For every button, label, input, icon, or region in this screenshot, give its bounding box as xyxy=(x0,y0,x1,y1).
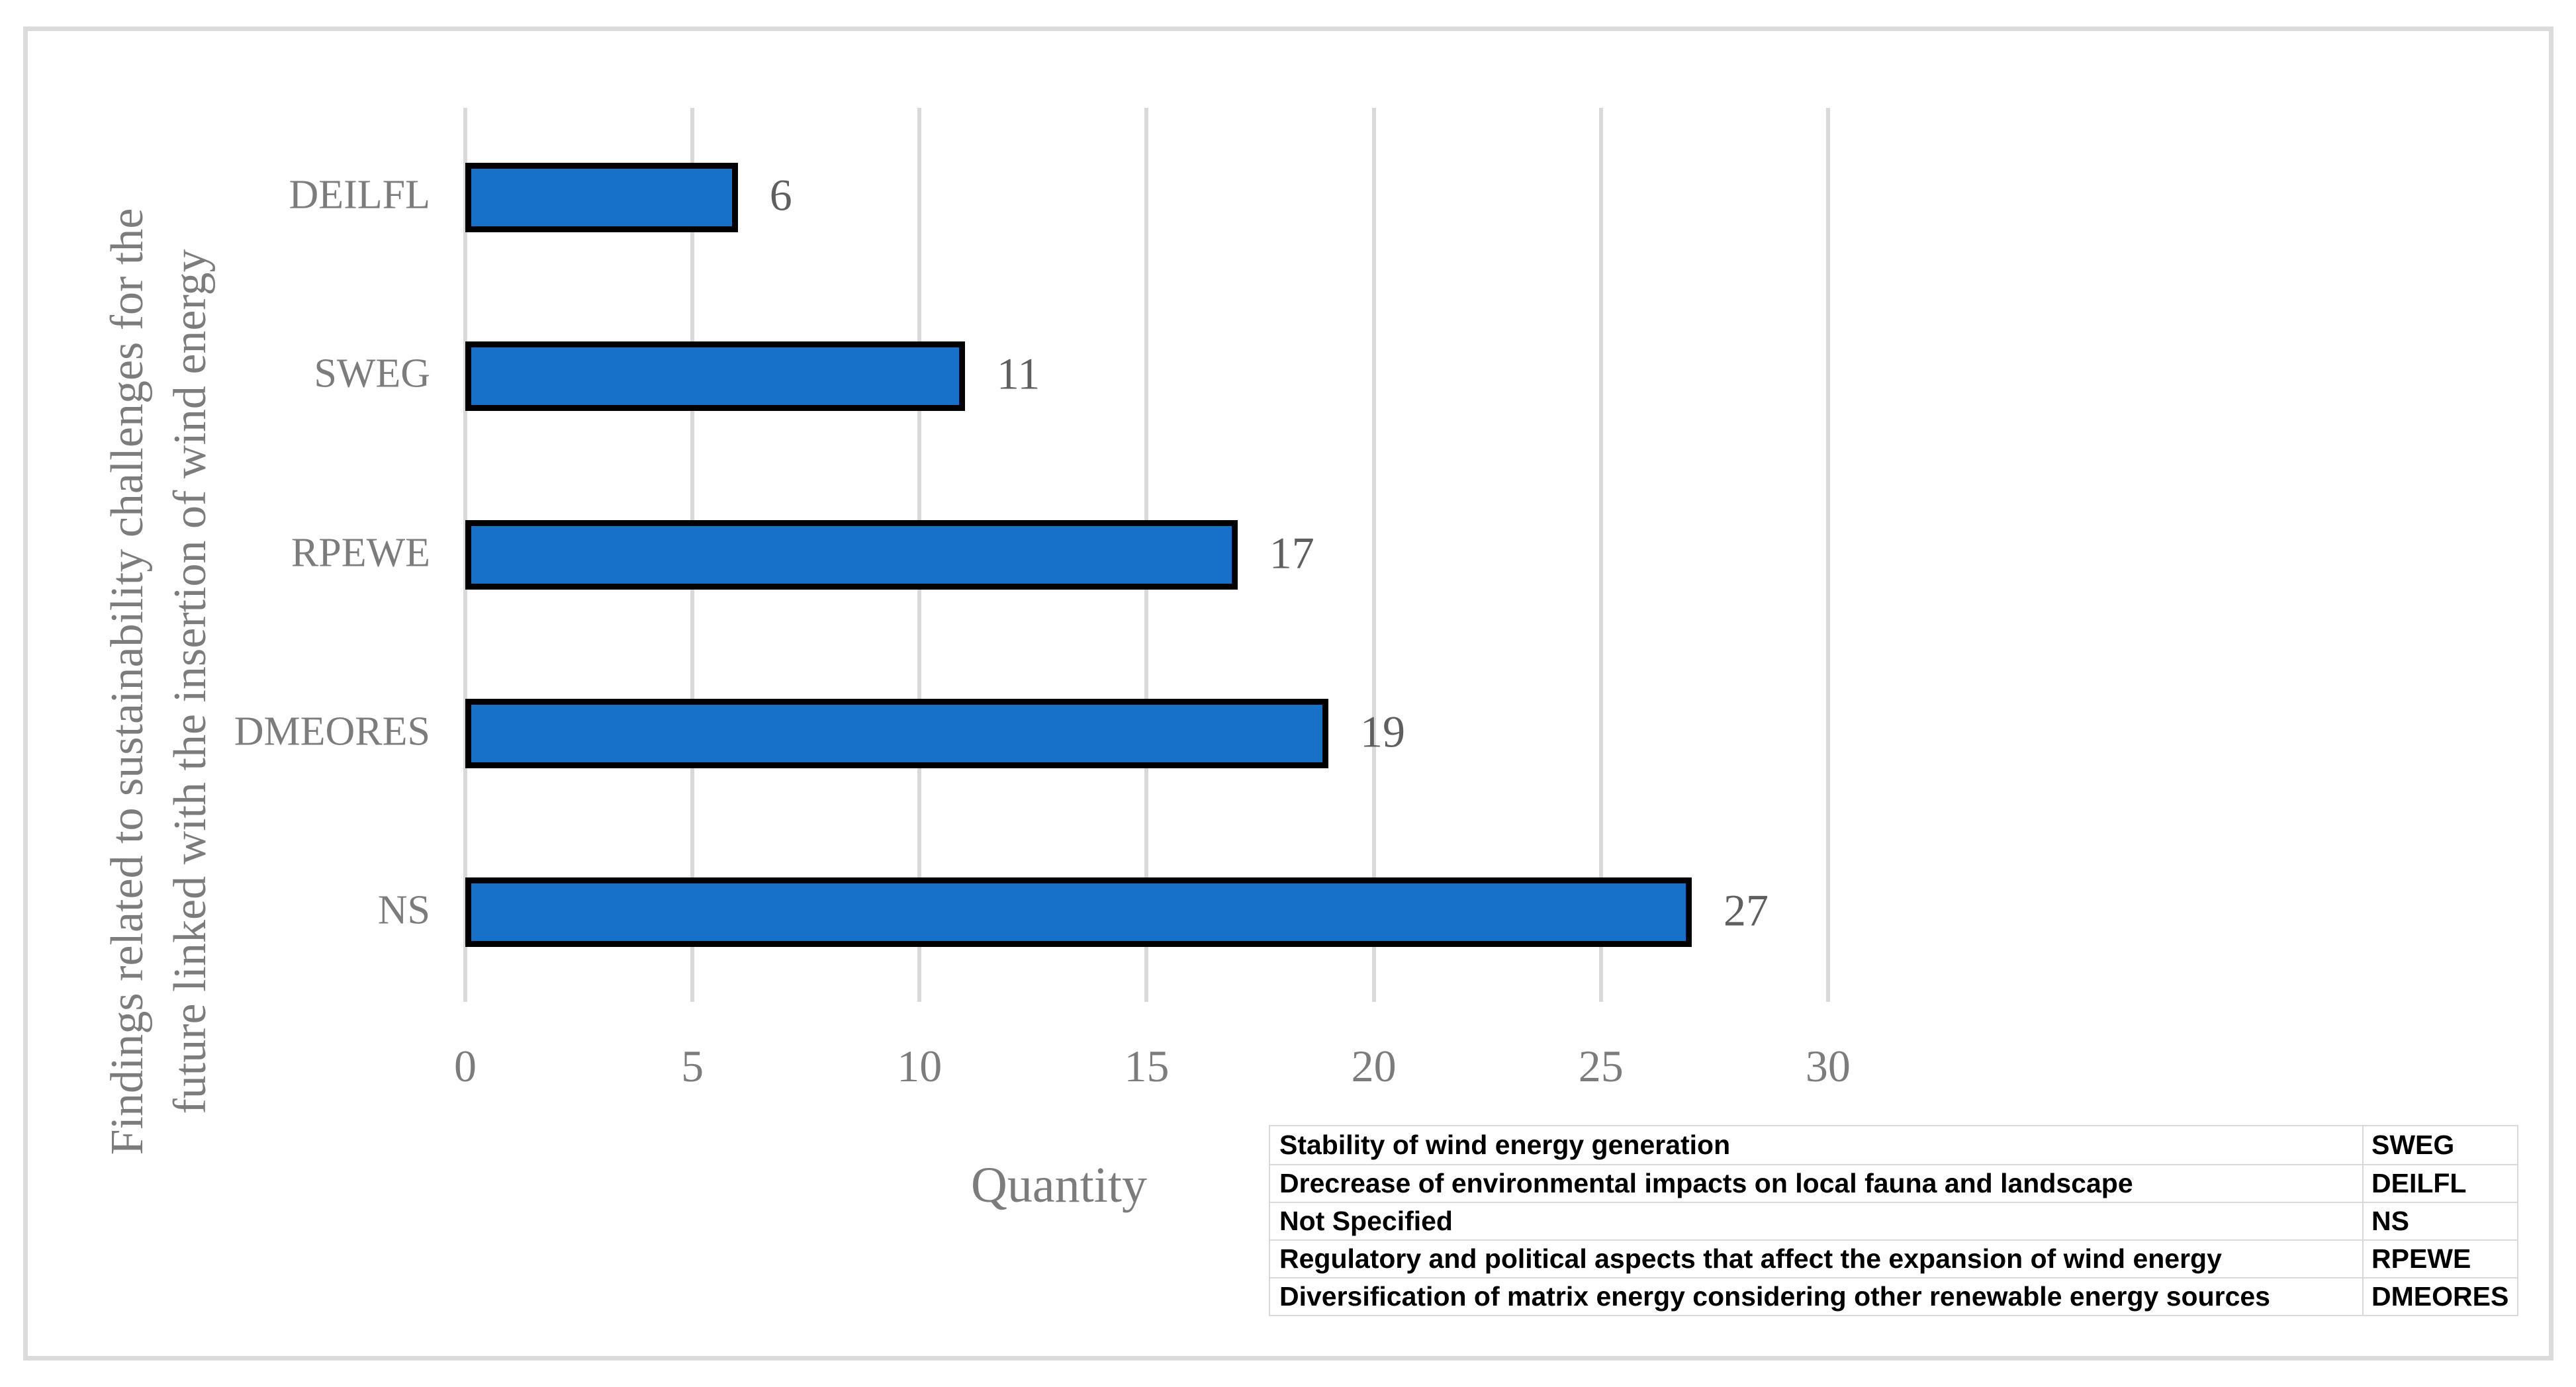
x-tick-label-0: 0 xyxy=(454,1041,477,1091)
bar-value-label-sweg: 11 xyxy=(996,348,1040,399)
legend-abbr-deilfl: DEILFL xyxy=(2371,1168,2467,1198)
x-tick-label-15: 15 xyxy=(1124,1041,1170,1091)
bar-value-label-dmeores: 19 xyxy=(1359,706,1405,757)
bar-value-label-ns: 27 xyxy=(1724,885,1769,936)
x-tick-label-10: 10 xyxy=(897,1041,943,1091)
legend-row-ns: Not Specified NS xyxy=(1270,1202,2517,1239)
x-tick-label-25: 25 xyxy=(1578,1041,1624,1091)
x-axis-title: Quantity xyxy=(971,1157,1147,1213)
legend-row-sweg: Stability of wind energy generation SWEG xyxy=(1270,1126,2517,1164)
legend-description-rpewe: Regulatory and political aspects that af… xyxy=(1270,1241,2364,1277)
category-label-rpewe: RPEWE xyxy=(291,530,430,576)
legend-abbr-rpewe: RPEWE xyxy=(2371,1243,2471,1274)
x-tick-label-20: 20 xyxy=(1351,1041,1397,1091)
legend-table: Stability of wind energy generation SWEG D… xyxy=(1269,1125,2518,1316)
bar-deilfl xyxy=(465,162,738,232)
bar-value-label-deilfl: 6 xyxy=(769,169,792,220)
gridline-x-30 xyxy=(1825,108,1830,1002)
legend-abbr-sweg: SWEG xyxy=(2371,1130,2455,1160)
category-label-ns: NS xyxy=(377,887,430,933)
category-label-deilfl: DEILFL xyxy=(289,172,430,218)
bar-ns xyxy=(465,877,1692,948)
bar-value-label-rpewe: 17 xyxy=(1269,527,1314,578)
legend-abbr-dmeores: DMEORES xyxy=(2371,1281,2509,1312)
bar-dmeores xyxy=(465,699,1328,769)
category-label-dmeores: DMEORES xyxy=(234,709,430,754)
legend-description-deilfl: Drecrease of environmental impacts on lo… xyxy=(1270,1165,2364,1202)
bar-rpewe xyxy=(465,520,1238,590)
legend-description-dmeores: Diversification of matrix energy conside… xyxy=(1270,1278,2364,1315)
legend-row-deilfl: Drecrease of environmental impacts on lo… xyxy=(1270,1164,2517,1202)
x-tick-label-30: 30 xyxy=(1805,1041,1851,1091)
legend-abbr-ns: NS xyxy=(2371,1206,2409,1236)
x-tick-label-5: 5 xyxy=(681,1041,704,1091)
gridline-x-25 xyxy=(1598,108,1603,1002)
legend-description-sweg: Stability of wind energy generation xyxy=(1270,1126,2364,1164)
gridline-x-20 xyxy=(1371,108,1376,1002)
legend-row-dmeores: Diversification of matrix energy conside… xyxy=(1270,1277,2517,1315)
category-label-sweg: SWEG xyxy=(314,351,430,396)
bar-sweg xyxy=(465,341,965,411)
legend-row-rpewe: Regulatory and political aspects that af… xyxy=(1270,1239,2517,1277)
legend-description-ns: Not Specified xyxy=(1270,1203,2364,1239)
